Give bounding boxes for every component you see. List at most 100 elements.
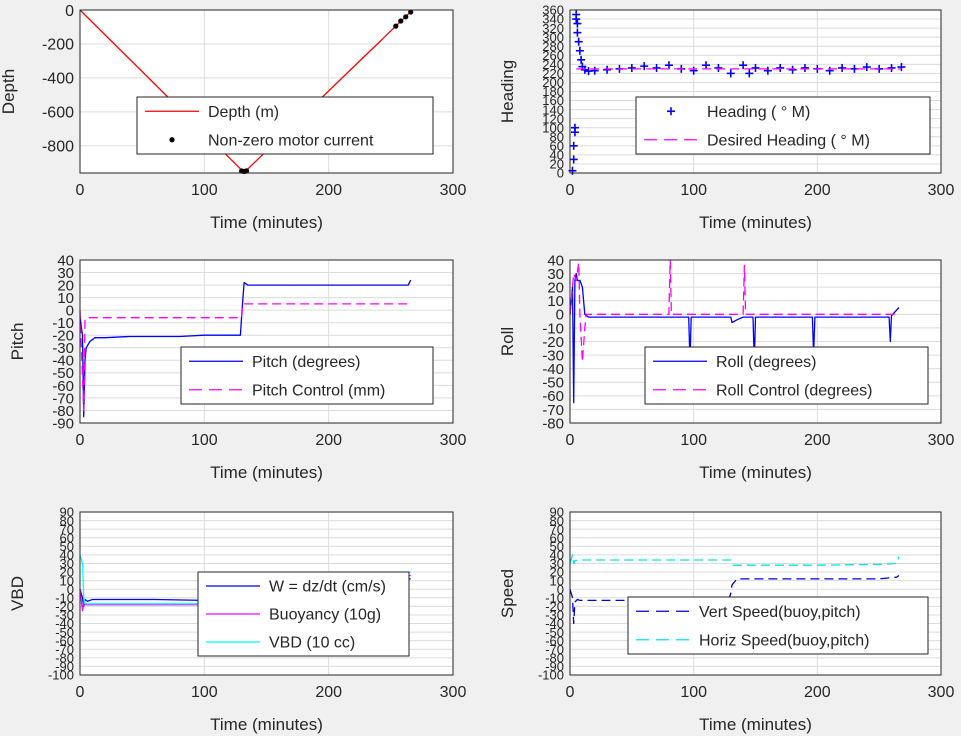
y-tick-label: -80 — [545, 651, 564, 666]
x-axis-label: Time (minutes) — [699, 715, 812, 734]
y-tick-label: 30 — [60, 556, 74, 571]
y-tick-label: -50 — [55, 625, 74, 640]
y-axis-label: Heading — [498, 60, 517, 123]
data-point — [776, 63, 785, 72]
series-pitch-1 — [79, 303, 411, 412]
y-tick-label: -40 — [542, 361, 564, 378]
data-point — [580, 65, 589, 74]
series-line-speed-1 — [569, 554, 900, 566]
legend-depth: Depth (m) Non-zero motor current — [136, 96, 434, 155]
x-tick-label: 200 — [804, 432, 831, 449]
axes-box-depth — [79, 9, 454, 174]
x-tick-label: 100 — [191, 182, 218, 199]
y-tick-label: -50 — [545, 625, 564, 640]
x-tick-label: 300 — [440, 684, 467, 701]
y-tick-label: 20 — [547, 280, 564, 297]
series-speed-0 — [569, 574, 900, 625]
data-point — [590, 66, 599, 75]
legend-box — [136, 96, 434, 155]
legend-box — [627, 596, 929, 655]
y-tick-label: -40 — [55, 616, 74, 631]
x-axis-label: Time (minutes) — [210, 715, 323, 734]
y-tick-label: 340 — [542, 12, 564, 27]
y-tick-label: 60 — [60, 530, 74, 545]
series-roll-0 — [569, 272, 900, 404]
y-tick-label: 20 — [550, 157, 564, 172]
y-tick-label: 10 — [57, 290, 74, 307]
y-tick-label: 40 — [550, 148, 564, 163]
y-tick-label: -100 — [538, 668, 564, 683]
y-tick-label: -80 — [542, 415, 564, 432]
series-pitch-0 — [79, 279, 412, 418]
legend-heading: Heading ( ° M) Desired Heading ( ° M) — [635, 96, 931, 155]
y-tick-label: 0 — [66, 303, 74, 320]
legend-box — [180, 346, 434, 405]
y-tick-label: 40 — [547, 252, 564, 269]
y-tick-label: 20 — [57, 277, 74, 294]
x-tick-label: 200 — [804, 684, 831, 701]
chart-heading: 0 100 200 300020406080100120140160180200220… — [498, 3, 954, 232]
y-tick-label: -200 — [42, 37, 74, 54]
y-tick-label: 300 — [542, 30, 564, 45]
y-tick-label: 260 — [542, 48, 564, 63]
y-tick-label: -70 — [52, 390, 74, 407]
data-point — [825, 66, 834, 75]
y-tick-label: 0 — [556, 307, 564, 324]
y-tick-label: -80 — [55, 651, 74, 666]
x-tick-label: 0 — [566, 684, 575, 701]
x-tick-label: 200 — [315, 432, 342, 449]
y-tick-label: 30 — [547, 266, 564, 283]
x-tick-label: 200 — [315, 182, 342, 199]
data-point — [838, 63, 847, 72]
data-point — [652, 63, 661, 72]
data-point — [739, 61, 748, 70]
x-tick-label: 0 — [76, 182, 85, 199]
data-point — [573, 28, 582, 37]
y-axis-label: Pitch — [8, 323, 27, 361]
y-axis-label: Speed — [498, 569, 517, 618]
data-point — [714, 63, 723, 72]
y-tick-label: 30 — [57, 265, 74, 282]
x-tick-label: 100 — [680, 182, 707, 199]
legend-box — [644, 346, 929, 405]
y-tick-label: 320 — [542, 21, 564, 36]
chart-speed: 0 100 200 300-100-90-80-70-60-50-40-30-20-1… — [498, 505, 954, 734]
legend-pitch: Pitch (degrees) Pitch Control (mm) — [180, 346, 434, 405]
y-tick-label: 0 — [65, 3, 74, 20]
y-tick-label: 10 — [60, 573, 74, 588]
y-tick-label: 60 — [550, 530, 564, 545]
y-tick-label: 0 — [557, 582, 564, 597]
legend-label: Roll Control (degrees) — [716, 382, 873, 399]
y-tick-label: 20 — [60, 565, 74, 580]
data-point — [640, 62, 649, 71]
legend-label: Pitch Control (mm) — [252, 382, 385, 399]
data-point — [745, 69, 754, 78]
y-tick-label: 280 — [542, 39, 564, 54]
y-tick-label: -90 — [55, 659, 74, 674]
y-tick-label: 80 — [550, 129, 564, 144]
y-axis-label: Depth — [0, 69, 18, 114]
legend-label: Pitch (degrees) — [252, 354, 361, 371]
data-point — [627, 63, 636, 72]
data-point — [664, 61, 673, 70]
series-line-roll-1 — [569, 259, 899, 363]
data-point — [702, 61, 711, 70]
y-tick-label: 120 — [542, 111, 564, 126]
y-tick-label: -20 — [52, 328, 74, 345]
legend-label: Desired Heading ( ° M) — [707, 132, 870, 149]
x-tick-label: 0 — [566, 182, 575, 199]
y-tick-label: 50 — [60, 539, 74, 554]
y-tick-label: 50 — [550, 539, 564, 554]
data-point — [403, 14, 409, 20]
x-tick-label: 0 — [566, 432, 575, 449]
series-heading-0 — [568, 10, 906, 175]
legend-marker — [667, 107, 675, 116]
y-tick-label: 140 — [542, 102, 564, 117]
x-tick-label: 100 — [680, 432, 707, 449]
chart-pitch: 0 100 200 300-90-80-70-60-50-40-30-20-10010… — [8, 252, 466, 482]
data-point — [393, 23, 399, 29]
y-tick-label: -20 — [55, 599, 74, 614]
y-tick-label: 80 — [550, 513, 564, 528]
y-tick-label: 180 — [542, 84, 564, 99]
